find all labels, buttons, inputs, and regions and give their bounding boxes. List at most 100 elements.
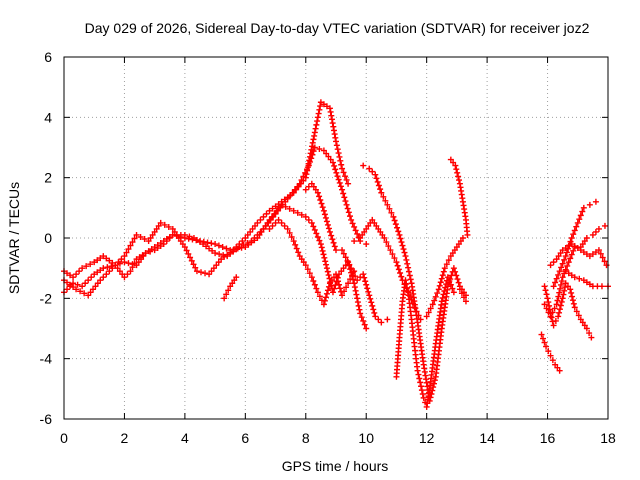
series-track-11 [538,331,563,374]
data-point [127,268,134,275]
data-point [348,216,355,223]
data-point [91,259,98,266]
series-track-2 [61,201,370,332]
data-point [375,225,382,232]
data-point [91,271,98,278]
data-point-run [548,314,556,325]
data-point-run [154,243,164,252]
x-tick-label: 12 [419,430,435,446]
data-point-run [256,219,271,238]
data-point-run [328,274,337,284]
data-point-run [580,249,590,258]
data-point [85,292,92,299]
x-tick-label: 14 [479,430,495,446]
data-point [452,162,459,169]
data-point-run [215,242,230,252]
data-point [363,325,370,332]
data-point-run [386,205,395,216]
data-point [552,361,559,368]
data-point-run [87,280,101,296]
y-tick-label: -2 [40,290,53,306]
data-point-run [216,251,227,259]
data-point [562,268,569,275]
data-point-run [443,257,452,268]
data-point [414,367,421,374]
data-point [97,277,104,284]
data-point [444,274,451,281]
data-points [61,99,611,410]
data-point [290,207,297,214]
data-point-run [554,278,565,304]
data-point-run [359,228,368,238]
data-point-run [83,261,94,270]
series-track-9 [393,274,469,410]
data-point-run [200,238,215,247]
data-point [384,316,391,323]
data-point [266,207,273,214]
data-point [381,235,388,241]
y-tick-label: 0 [44,230,52,246]
data-point [547,352,554,359]
data-point [577,316,584,323]
data-point-run [94,255,104,264]
data-point-run [321,283,332,304]
data-point [580,277,587,284]
data-point [308,274,315,281]
data-point [441,265,448,272]
data-point [308,180,315,187]
data-point [568,235,575,241]
series-track-3 [61,99,352,299]
data-point [314,189,321,196]
data-point-run [555,250,564,260]
data-point [562,253,569,260]
data-point-run [74,281,81,288]
data-point-run [316,193,326,211]
data-point-run [457,184,466,202]
data-point-run [458,290,467,301]
data-point [393,259,400,266]
data-point-run [327,108,339,141]
data-point [145,238,152,245]
data-point [565,259,572,266]
data-point-run [312,103,324,132]
data-point-run [433,329,445,377]
data-point-run [350,269,359,280]
x-tick-label: 4 [181,430,189,446]
data-point-run [570,223,580,238]
x-tick-label: 10 [358,430,374,446]
data-point-run [137,233,148,243]
data-point-run [576,208,586,223]
data-point-run [310,183,319,193]
data-point-run [64,270,74,279]
data-point-run [552,271,562,286]
data-point [133,231,140,238]
data-point [351,268,358,275]
data-point [372,171,379,178]
data-point-run [545,348,552,355]
data-point-run [340,250,353,268]
data-point-run [340,190,353,220]
data-point [197,238,203,245]
data-point [79,265,86,272]
data-point-run [298,256,307,266]
data-point-run [278,219,288,229]
data-point [333,138,339,145]
data-point [275,216,282,223]
data-point-run [129,260,138,271]
data-point-run [586,330,593,337]
data-point [357,310,364,317]
data-point-run [147,222,162,241]
data-point [453,244,460,251]
data-point [459,235,466,241]
data-point-run [323,150,334,163]
data-point [284,225,291,232]
data-point [157,219,164,226]
x-tick-label: 0 [60,430,68,446]
data-point [543,343,550,350]
data-point [464,231,471,238]
data-point [387,247,394,254]
data-point [547,262,554,269]
data-point [574,219,581,226]
data-point-run [233,238,246,251]
data-point [333,247,339,254]
